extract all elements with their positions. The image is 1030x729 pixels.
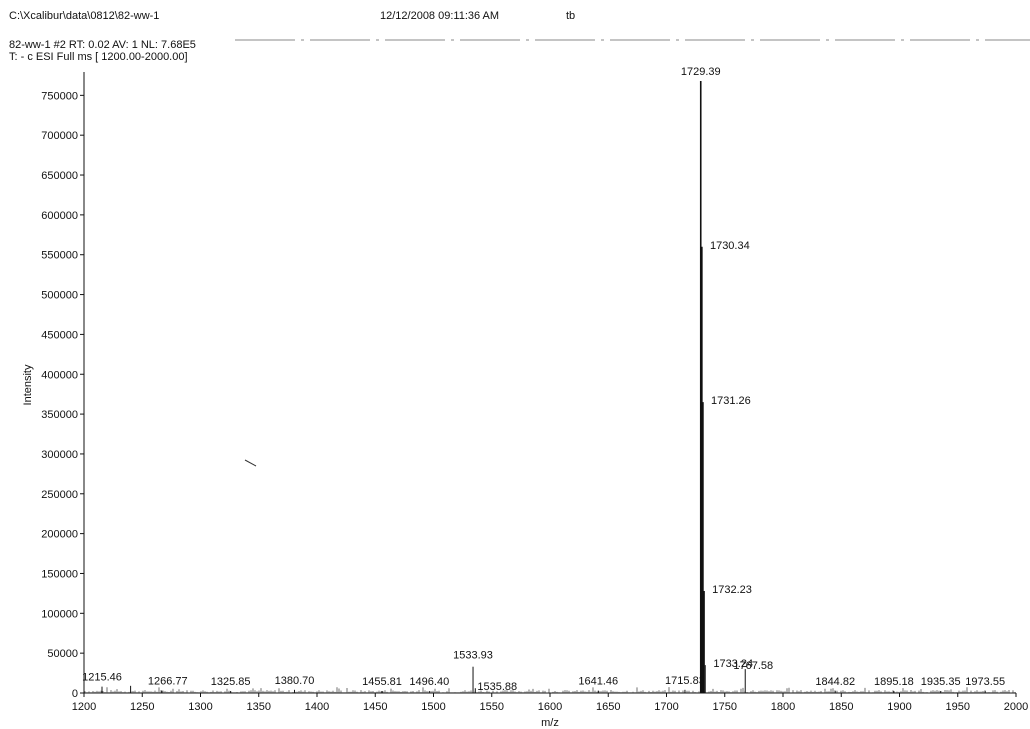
peak-labels: 1215.46 1266.77 1325.85 1380.70 1455.81 1496.… <box>82 66 1005 693</box>
acquisition-timestamp: 12/12/2008 09:11:36 AM <box>380 10 500 22</box>
x-tick-label: 1750 <box>713 701 737 713</box>
y-tick-label: 250000 <box>41 489 78 501</box>
peaks <box>101 81 986 693</box>
x-tick-label: 1350 <box>247 701 271 713</box>
y-tick-label: 750000 <box>41 90 78 102</box>
peak-label: 1380.70 <box>275 675 315 687</box>
x-tick-label: 2000 <box>1004 701 1028 713</box>
ticks: 1200 1250 1300 1350 1400 1450 1500 1550 1600 1650… <box>41 90 1028 713</box>
y-tick-label: 150000 <box>41 568 78 580</box>
x-tick-label: 1250 <box>130 701 154 713</box>
user-tag: tb <box>566 10 576 22</box>
y-tick-label: 650000 <box>41 170 78 182</box>
y-tick-label: 450000 <box>41 329 78 341</box>
axes <box>83 72 1016 694</box>
x-tick-label: 1600 <box>538 701 562 713</box>
peak-label: 1729.39 <box>681 66 721 78</box>
peak-label: 1732.23 <box>712 584 752 596</box>
peak-label: 1641.46 <box>578 676 618 688</box>
x-tick-label: 1650 <box>596 701 620 713</box>
y-tick-label: 350000 <box>41 409 78 421</box>
peak-label: 1844.82 <box>815 676 855 688</box>
peak-label: 1266.77 <box>148 676 188 688</box>
x-tick-label: 1900 <box>887 701 911 713</box>
y-tick-label: 100000 <box>41 608 78 620</box>
y-tick-label: 50000 <box>47 648 78 660</box>
peak-label: 1935.35 <box>921 676 961 688</box>
peak-label: 1767.58 <box>733 660 773 672</box>
y-tick-label: 700000 <box>41 130 78 142</box>
peak-label: 1730.34 <box>710 240 750 252</box>
peak-label: 1455.81 <box>362 676 402 688</box>
scan-filter: T: - c ESI Full ms [ 1200.00-2000.00] <box>9 51 188 63</box>
peak-label: 1496.40 <box>409 676 449 688</box>
y-tick-label: 600000 <box>41 210 78 222</box>
y-tick-label: 400000 <box>41 369 78 381</box>
y-tick-label: 0 <box>72 688 78 700</box>
peak-label: 1325.85 <box>211 676 251 688</box>
stray-mark <box>244 459 257 467</box>
x-tick-label: 1850 <box>829 701 853 713</box>
peak-label: 1733.24 <box>713 658 753 670</box>
x-tick-label: 1400 <box>305 701 329 713</box>
x-tick-label: 1500 <box>421 701 445 713</box>
x-axis-label: m/z <box>541 717 559 729</box>
x-tick-label: 1800 <box>771 701 795 713</box>
y-tick-label: 500000 <box>41 290 78 302</box>
peak-label: 1215.46 <box>82 672 122 684</box>
peak-label: 1731.26 <box>711 395 751 407</box>
y-tick-label: 200000 <box>41 529 78 541</box>
x-tick-label: 1550 <box>480 701 504 713</box>
y-tick-label: 300000 <box>41 449 78 461</box>
peak-label: 1895.18 <box>874 676 914 688</box>
x-tick-label: 1300 <box>188 701 212 713</box>
y-axis-label: Intensity <box>22 364 34 405</box>
x-tick-label: 1450 <box>363 701 387 713</box>
peak-label: 1973.55 <box>965 676 1005 688</box>
y-tick-label: 550000 <box>41 250 78 262</box>
scan-info: 82-ww-1 #2 RT: 0.02 AV: 1 NL: 7.68E5 <box>9 39 196 51</box>
x-tick-label: 1700 <box>654 701 678 713</box>
peak-label: 1535.88 <box>477 681 517 693</box>
x-tick-label: 1950 <box>946 701 970 713</box>
peak-label: 1715.83 <box>665 675 705 687</box>
file-path: C:\Xcalibur\data\0812\82-ww-1 <box>9 10 160 22</box>
peak-label: 1533.93 <box>453 650 493 662</box>
x-tick-label: 1200 <box>72 701 96 713</box>
